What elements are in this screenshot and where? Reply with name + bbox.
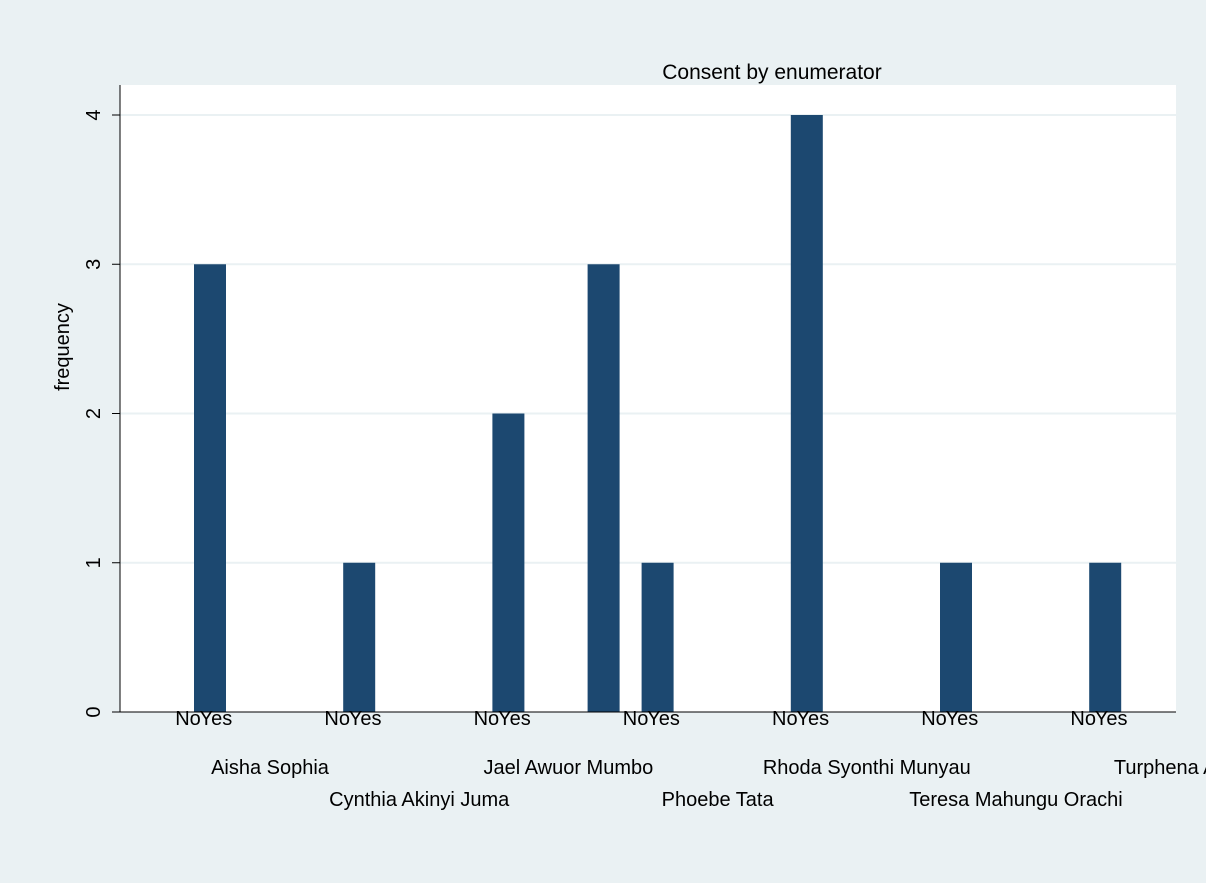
y-ticks: 0 1 2 3 4 — [83, 109, 120, 718]
bar — [641, 562, 674, 712]
group-label: Jael Awuor Mumbo — [484, 757, 654, 779]
chart-title: Consent by enumerator — [662, 61, 881, 84]
bar-category-label: Yes — [349, 708, 382, 730]
group-label: Aisha Sophia — [211, 757, 330, 779]
bar — [790, 115, 823, 712]
bar-category-label: No — [623, 708, 649, 730]
bar — [492, 413, 525, 712]
bar — [1089, 562, 1122, 712]
bar-category-label: Yes — [200, 708, 233, 730]
gridlines — [120, 114, 1176, 564]
bar-category-label: No — [474, 708, 500, 730]
bar — [194, 264, 226, 712]
y-tick-label: 0 — [83, 706, 105, 717]
y-axis-label: frequency — [52, 303, 74, 391]
bar — [587, 264, 620, 712]
y-tick-label: 1 — [83, 557, 105, 568]
bars — [194, 115, 1122, 712]
bar-category-label: Yes — [647, 708, 680, 730]
bar-category-label: No — [175, 708, 201, 730]
group-label: Rhoda Syonthi Munyau — [763, 757, 971, 779]
y-tick-label: 2 — [83, 408, 105, 419]
bar-category-label: Yes — [946, 708, 979, 730]
bar-category-label: Yes — [796, 708, 829, 730]
bar — [940, 562, 972, 712]
group-label: Phoebe Tata — [662, 789, 775, 811]
axes — [119, 85, 1176, 713]
bar — [343, 562, 376, 712]
bar-category-label: No — [1070, 708, 1096, 730]
bar-category-label: No — [921, 708, 947, 730]
group-label: Cynthia Akinyi Juma — [329, 789, 510, 811]
bar-category-label: Yes — [498, 708, 531, 730]
bar-category-label: No — [324, 708, 350, 730]
bar-category-label: Yes — [1095, 708, 1128, 730]
group-label: Teresa Mahungu Orachi — [909, 789, 1122, 811]
y-tick-label: 4 — [83, 109, 105, 120]
y-tick-label: 3 — [83, 259, 105, 270]
bar-category-label: No — [772, 708, 798, 730]
group-label: Turphena A — [1114, 757, 1206, 779]
